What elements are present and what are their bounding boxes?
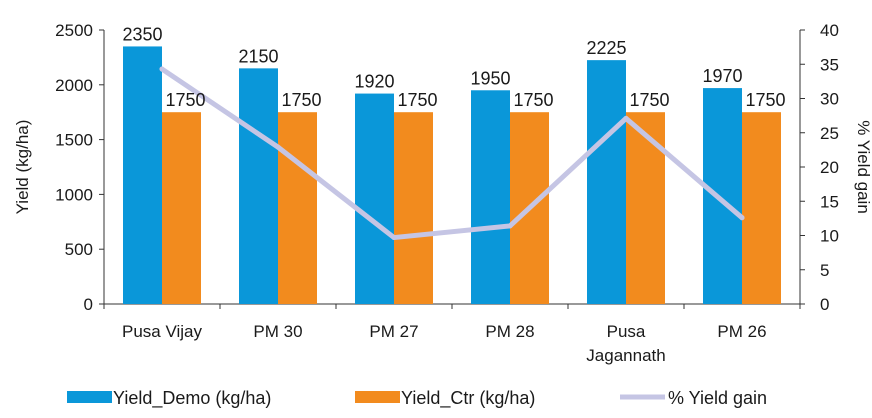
- y2-tick-label: 25: [820, 124, 839, 143]
- data-label-demo: 2350: [122, 24, 162, 44]
- x-tick-label: PM 28: [485, 322, 534, 341]
- data-label-ctr: 1750: [513, 90, 553, 110]
- y2-tick-label: 40: [820, 21, 839, 40]
- bar-yield-ctr: [626, 112, 665, 304]
- point-yield-gain: [623, 115, 629, 121]
- data-label-ctr: 1750: [629, 90, 669, 110]
- y-tick-label: 2500: [55, 21, 93, 40]
- legend-swatch-demo: [67, 391, 112, 403]
- y-tick-label: 2000: [55, 76, 93, 95]
- y2-tick-label: 35: [820, 55, 839, 74]
- y2-tick-label: 20: [820, 158, 839, 177]
- axes-layer: 0 500 1000 1500 2000 2500 0 5 10 15 20 25 30 35 40 Yiel…: [13, 21, 872, 365]
- x-tick-label: PM 30: [253, 322, 302, 341]
- y2-tick-label: 15: [820, 192, 839, 211]
- y-tick-label: 1000: [55, 185, 93, 204]
- data-label-ctr: 1750: [165, 90, 205, 110]
- legend-label-ctr: Yield_Ctr (kg/ha): [401, 388, 535, 409]
- bars-layer: [123, 46, 781, 305]
- bar-yield-demo: [355, 93, 394, 305]
- data-label-ctr: 1750: [281, 90, 321, 110]
- data-label-demo: 2225: [586, 38, 626, 58]
- bar-yield-demo: [471, 90, 510, 304]
- y2-tick-label: 10: [820, 227, 839, 246]
- bar-yield-ctr: [394, 112, 433, 304]
- data-label-demo: 1950: [470, 68, 510, 88]
- x-tick-label: Jagannath: [586, 346, 665, 365]
- data-label-ctr: 1750: [397, 90, 437, 110]
- data-label-demo: 1970: [702, 66, 742, 86]
- point-yield-gain: [159, 66, 165, 72]
- legend: Yield_Demo (kg/ha) Yield_Ctr (kg/ha) % Yie…: [67, 388, 767, 409]
- x-tick-label: PM 27: [369, 322, 418, 341]
- bar-yield-demo: [123, 46, 162, 304]
- legend-label-demo: Yield_Demo (kg/ha): [113, 388, 271, 409]
- labels-layer: 2350175021501750192017501950175022251750…: [122, 24, 785, 110]
- y2-tick-label: 0: [820, 295, 829, 314]
- y2-tick-label: 30: [820, 90, 839, 109]
- x-tick-label: Pusa Vijay: [122, 322, 203, 341]
- x-tick-label: Pusa: [607, 322, 646, 341]
- bar-yield-demo: [703, 88, 742, 304]
- data-label-demo: 1920: [354, 72, 394, 92]
- y2-tick-label: 5: [820, 261, 829, 280]
- bar-yield-ctr: [742, 112, 781, 304]
- bar-yield-ctr: [162, 112, 201, 304]
- y-axis-title: Yield (kg/ha): [13, 120, 32, 215]
- data-label-demo: 2150: [238, 46, 278, 66]
- data-label-ctr: 1750: [745, 90, 785, 110]
- y-tick-label: 0: [84, 295, 93, 314]
- point-yield-gain: [507, 223, 513, 229]
- bar-yield-ctr: [278, 112, 317, 304]
- line-layer: [159, 66, 745, 241]
- y2-axis-title: % Yield gain: [854, 120, 872, 214]
- bar-yield-demo: [239, 68, 278, 304]
- y-tick-label: 1500: [55, 131, 93, 150]
- point-yield-gain: [391, 235, 397, 241]
- point-yield-gain: [739, 215, 745, 221]
- y-tick-label: 500: [65, 240, 93, 259]
- point-yield-gain: [275, 144, 281, 150]
- legend-label-gain: % Yield gain: [668, 388, 767, 408]
- legend-swatch-ctr: [355, 391, 400, 403]
- bar-yield-demo: [587, 60, 626, 304]
- x-tick-label: PM 26: [717, 322, 766, 341]
- line-yield-gain: [159, 66, 745, 241]
